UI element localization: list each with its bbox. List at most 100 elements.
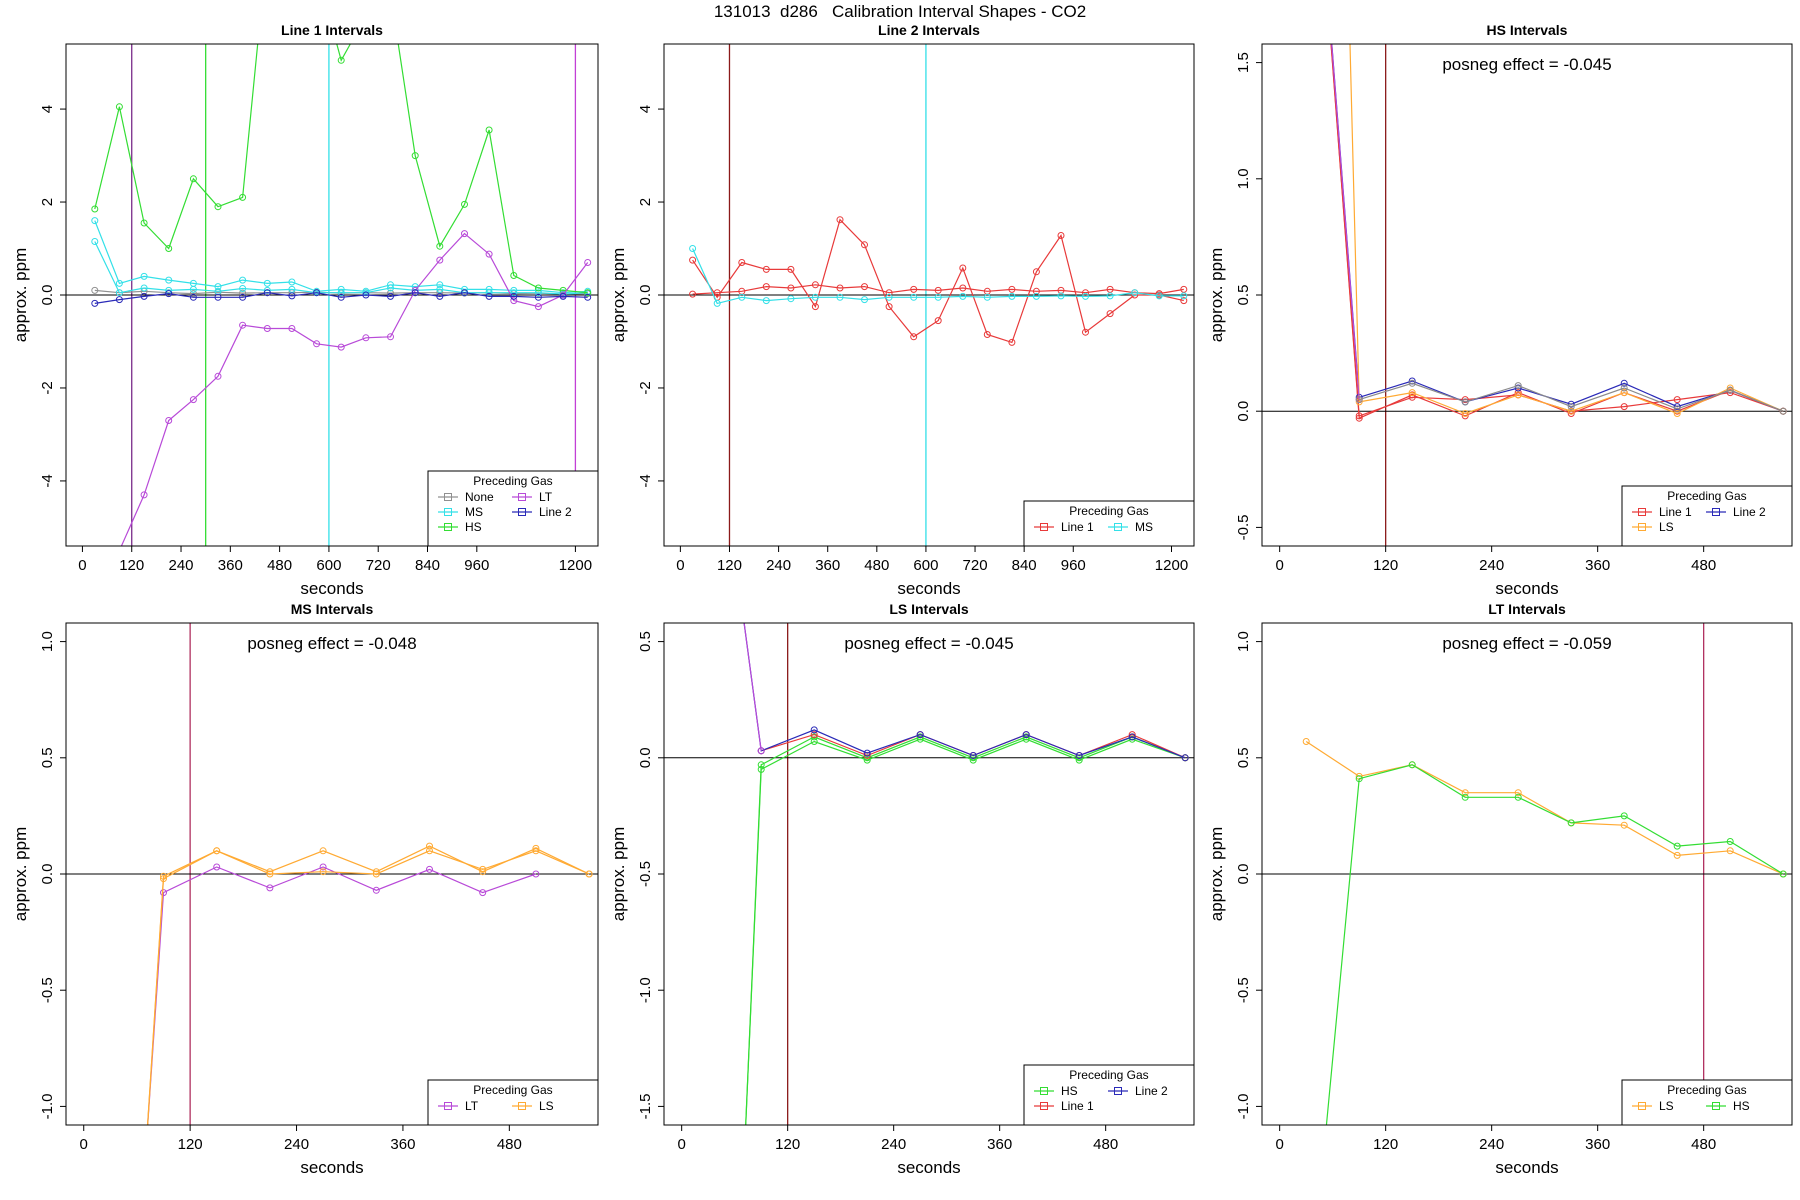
posneg-annotation: posneg effect = -0.045 <box>844 634 1013 653</box>
data-point <box>916 735 924 743</box>
data-point <box>115 103 123 111</box>
data-point <box>741 1173 747 1179</box>
data-point <box>1726 384 1734 392</box>
data-point <box>1355 775 1363 783</box>
data-point <box>1355 414 1363 422</box>
x-tick-label: 0 <box>1275 557 1283 574</box>
data-point <box>810 726 818 734</box>
data-point <box>559 292 567 300</box>
y-tick-label: -1.0 <box>1235 1093 1252 1119</box>
data-point <box>160 889 167 897</box>
x-tick-label: 360 <box>1585 1136 1610 1153</box>
y-tick-label: -0.5 <box>1235 977 1252 1003</box>
legend-box <box>1621 485 1793 547</box>
x-tick-label: 120 <box>775 1136 800 1153</box>
data-point <box>426 842 433 850</box>
data-point <box>313 289 321 297</box>
legend: Preceding Gas Line 1 Line 2 LS <box>1621 485 1793 547</box>
series-lt <box>147 863 540 1125</box>
data-point <box>239 193 247 201</box>
legend-item: HS <box>1706 1099 1750 1113</box>
series-line-1 <box>757 731 1189 762</box>
data-point <box>1008 285 1016 293</box>
x-axis-label: seconds <box>1495 1158 1558 1177</box>
data-point <box>263 289 271 297</box>
legend-box <box>427 1079 599 1126</box>
x-tick-label: 480 <box>497 1136 522 1153</box>
data-point <box>713 289 721 297</box>
series-line-2 <box>91 289 592 307</box>
data-point <box>485 250 493 258</box>
data-point <box>1075 752 1083 759</box>
data-point <box>239 293 247 301</box>
series-line <box>94 292 588 304</box>
data-point <box>1302 738 1310 745</box>
data-point <box>1673 405 1681 413</box>
data-point <box>689 256 697 264</box>
data-point <box>1673 842 1681 850</box>
data-point <box>239 289 247 297</box>
series-line-1 <box>689 216 1188 346</box>
y-tick-label: 0.0 <box>637 285 654 306</box>
figure-title: 131013 d286 Calibration Interval Shapes … <box>713 2 1087 21</box>
data-point <box>1461 410 1469 417</box>
data-point <box>387 292 394 300</box>
data-point <box>741 1173 747 1179</box>
legend: Preceding Gas HS Line 2 Line 1 <box>1023 1064 1195 1126</box>
series-line <box>692 284 1184 295</box>
legend-swatch-marker <box>444 493 452 501</box>
x-tick-label: 0 <box>1275 1136 1283 1153</box>
legend-swatch-marker <box>1040 1087 1048 1095</box>
x-tick-label: 0 <box>676 557 684 574</box>
data-point <box>861 241 868 249</box>
data-point <box>337 56 345 64</box>
y-tick-label: 4 <box>637 105 654 113</box>
data-point <box>959 264 967 272</box>
x-tick-label: 480 <box>1691 557 1716 574</box>
x-tick-label: 480 <box>864 557 889 574</box>
data-point <box>1514 382 1522 390</box>
y-tick-label: 0.5 <box>1235 747 1252 768</box>
data-point <box>319 868 327 876</box>
data-point <box>143 1150 149 1156</box>
legend-item: LT <box>438 1099 479 1113</box>
data-point <box>1726 847 1734 855</box>
legend-label: Line 1 <box>1061 1099 1094 1113</box>
y-axis-label: approx. ppm <box>11 248 30 343</box>
chart-title: LT Intervals <box>1488 601 1566 617</box>
data-point <box>485 292 493 300</box>
legend-item: HS <box>438 520 482 534</box>
data-point <box>1128 731 1136 739</box>
series-hs <box>91 44 592 297</box>
legend-swatch-marker <box>1040 1102 1048 1110</box>
data-point <box>461 289 468 297</box>
data-point <box>411 286 419 294</box>
data-point <box>189 175 197 183</box>
data-point <box>757 761 765 769</box>
data-point <box>810 738 818 745</box>
x-tick-label: 240 <box>169 557 194 574</box>
data-point <box>372 868 380 876</box>
x-axis-label: seconds <box>300 1158 363 1177</box>
plot-frame <box>65 622 599 1126</box>
legend-item: None <box>438 490 494 504</box>
legend-title: Preceding Gas <box>1069 504 1148 518</box>
x-tick-label: 840 <box>415 557 440 574</box>
legend-label: LS <box>539 1099 554 1113</box>
legend-item: Line 1 <box>1034 520 1094 534</box>
series-line <box>745 736 1186 1125</box>
data-point <box>836 216 844 224</box>
data-point <box>1567 410 1575 417</box>
series-line <box>1359 382 1784 412</box>
legend-item: LS <box>1632 520 1674 534</box>
legend-label: HS <box>1733 1099 1750 1113</box>
x-axis-label: seconds <box>897 579 960 598</box>
data-point <box>461 200 468 208</box>
data-point <box>910 293 918 301</box>
data-point <box>214 293 222 301</box>
y-tick-label: -1.0 <box>637 977 654 1003</box>
data-point <box>1032 268 1040 276</box>
data-point <box>1408 379 1416 387</box>
